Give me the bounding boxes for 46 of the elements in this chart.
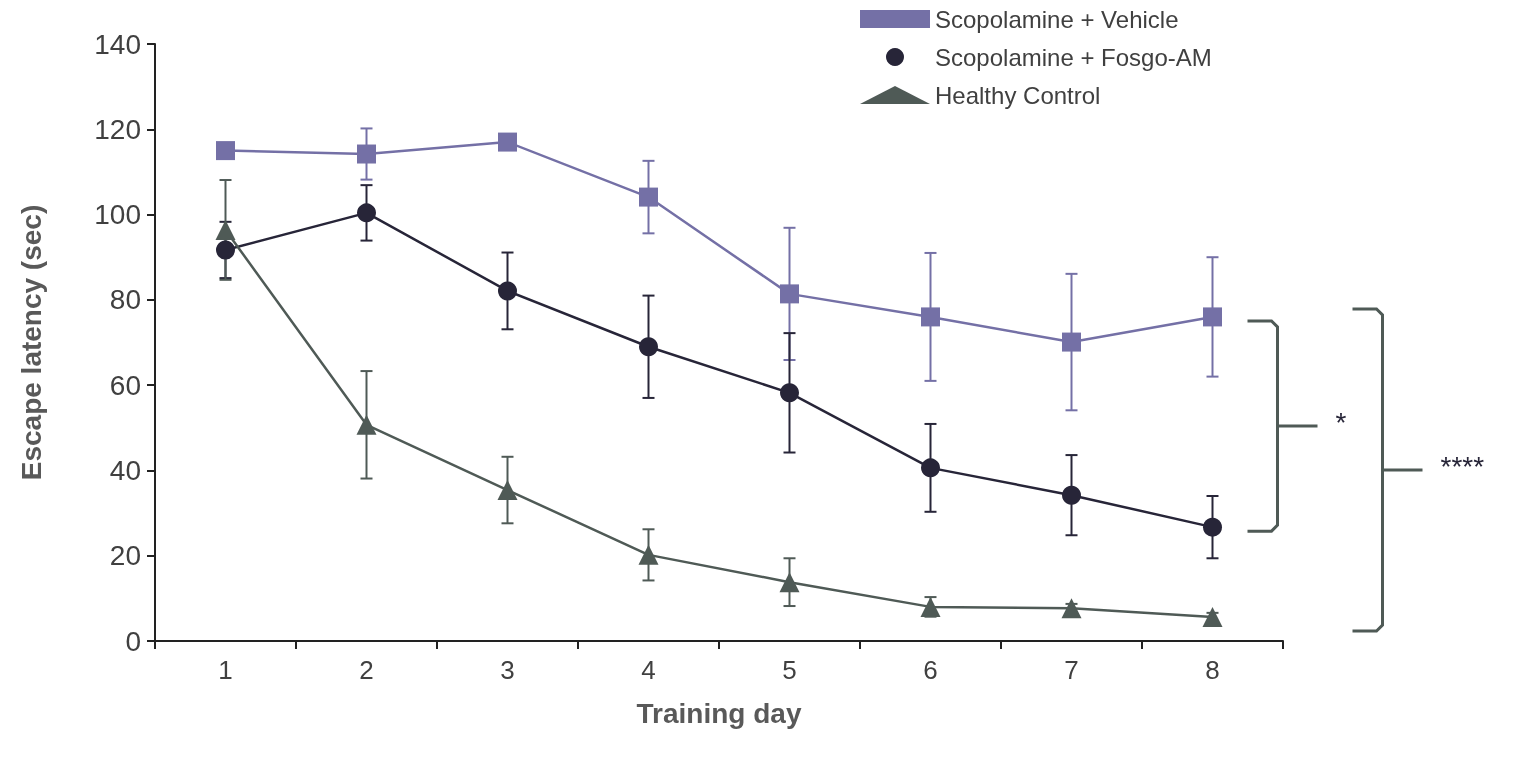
point [779, 572, 800, 593]
x-tick-label: 1 [218, 655, 233, 685]
x-axis-title: Training day [636, 697, 802, 729]
point [780, 383, 799, 403]
y-tick-label: 120 [94, 113, 141, 145]
legend-label: Healthy Control [935, 81, 1101, 109]
point [1202, 607, 1223, 628]
text: **** [1440, 450, 1485, 482]
point [921, 458, 940, 478]
point [498, 281, 517, 301]
point [1203, 517, 1222, 537]
legend-label: Scopolamine + Vehicle [935, 5, 1179, 33]
point [357, 144, 376, 164]
point [356, 414, 377, 435]
point [1062, 485, 1081, 505]
y-tick-label: 60 [109, 369, 141, 401]
point [780, 284, 799, 304]
x-tick-label: 8 [1205, 655, 1220, 685]
y-tick-label: 20 [109, 540, 141, 572]
legend-label: Scopolamine + Fosgo-AM [935, 43, 1212, 71]
x-tick-label: 3 [500, 655, 515, 685]
x-tick-label: 7 [1064, 655, 1079, 685]
point [357, 203, 376, 223]
point [1061, 598, 1082, 619]
point [1203, 307, 1222, 327]
point [1062, 332, 1081, 352]
point [639, 187, 658, 207]
text: * [1335, 406, 1347, 438]
point [638, 544, 659, 565]
y-tick-label: 80 [109, 284, 141, 316]
point [921, 307, 940, 327]
y-tick-label: 100 [94, 199, 141, 231]
point [639, 337, 658, 357]
point [498, 132, 517, 152]
y-tick-label: 40 [109, 454, 141, 486]
x-tick-label: 5 [782, 655, 797, 685]
x-tick-label: 2 [359, 655, 374, 685]
x-tick-label: 6 [923, 655, 938, 685]
y-tick-label: 140 [94, 28, 141, 60]
y-tick-label: 0 [125, 625, 141, 657]
point [497, 480, 518, 501]
y-axis-title: Escape latency (sec) [15, 204, 47, 481]
point [215, 219, 236, 240]
point [216, 141, 235, 161]
x-tick-label: 4 [641, 655, 656, 685]
point [216, 240, 235, 260]
